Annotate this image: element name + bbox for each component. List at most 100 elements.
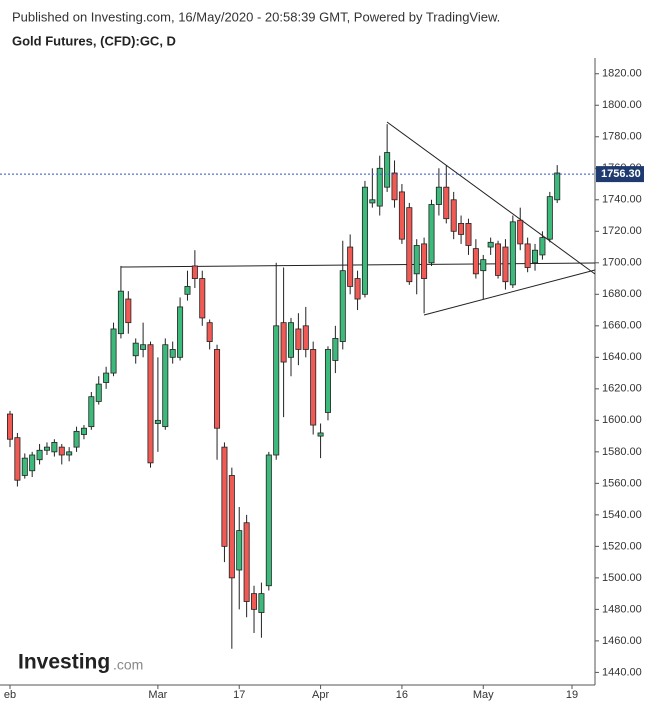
last-price-box [596, 166, 644, 183]
resistance-line [120, 262, 596, 268]
candle-body [147, 344, 154, 464]
candle-body [88, 396, 95, 428]
candle-body [339, 270, 346, 342]
candle-body [21, 457, 28, 476]
candle-body [214, 349, 221, 429]
candle-body [398, 191, 405, 240]
candle-body [73, 430, 80, 448]
candle-body [354, 278, 361, 300]
y-tick-label: 1820.00 [602, 68, 642, 80]
candle-body [487, 241, 494, 248]
candle-body [428, 204, 435, 264]
candle-body [43, 446, 50, 451]
candle-body [58, 446, 65, 456]
candle-body [140, 344, 147, 350]
last-price-label: 1756.30 [601, 168, 641, 180]
candle-body [539, 237, 546, 256]
y-tick-label: 1560.00 [602, 477, 642, 489]
y-tick-label: 1800.00 [602, 99, 642, 111]
candle-body [310, 349, 317, 426]
candle-body [228, 475, 235, 579]
candle-body [317, 432, 324, 437]
x-tick-label: May [473, 689, 494, 701]
candle-body [324, 349, 331, 413]
y-tick-label: 1780.00 [602, 131, 642, 143]
candle-body [169, 349, 176, 358]
candle-body [80, 427, 87, 435]
candle-body [509, 221, 516, 286]
candle-body [7, 413, 13, 440]
candle-body [391, 172, 398, 201]
candle-body [251, 593, 258, 610]
x-tick-label: 19 [566, 689, 578, 701]
candle-body [103, 372, 110, 383]
candle-body [236, 530, 243, 571]
candle-body [206, 322, 213, 342]
candle-body [66, 451, 73, 456]
candle-body [546, 196, 553, 240]
y-tick-label: 1660.00 [602, 320, 642, 332]
candle-body [110, 328, 117, 374]
candle-body [502, 246, 509, 283]
candle-body [480, 259, 487, 272]
candle-body [458, 223, 465, 235]
candle-body [191, 265, 198, 279]
published-note: Published on Investing.com, 16/May/2020 … [12, 9, 500, 24]
y-tick-label: 1600.00 [602, 414, 642, 426]
candle-body [287, 322, 294, 358]
chart-title: Gold Futures, (CFD):GC, D [12, 33, 176, 48]
trendlines [120, 121, 596, 316]
candle-body [495, 243, 502, 276]
candle-body [302, 325, 309, 350]
triangle-upper [386, 121, 596, 275]
candle-body [184, 286, 191, 295]
candle-body [406, 207, 413, 283]
candle-body [117, 290, 124, 335]
candle-body [273, 325, 280, 456]
candle-body [295, 328, 302, 350]
x-tick-label: 17 [233, 689, 245, 701]
y-tick-label: 1720.00 [602, 225, 642, 237]
candle-body [347, 246, 354, 287]
x-tick-label: eb [4, 689, 16, 701]
triangle-lower [423, 269, 596, 316]
candle-body [332, 338, 339, 361]
x-tick-label: Apr [312, 689, 329, 701]
candle-body [258, 593, 265, 613]
y-tick-label: 1520.00 [602, 540, 642, 552]
candle-body [413, 245, 420, 275]
candle-body [280, 322, 287, 363]
candle-body [517, 219, 524, 245]
candle-body [125, 298, 132, 324]
candle-body [524, 243, 531, 268]
candle-body [265, 454, 272, 587]
candle-body [221, 446, 228, 547]
candle-body [162, 344, 169, 428]
candle-body [243, 522, 250, 602]
y-tick-label: 1480.00 [602, 603, 642, 615]
y-tick-label: 1440.00 [602, 666, 642, 678]
candle-body [450, 199, 457, 232]
candle-body [51, 441, 58, 453]
y-tick-label: 1640.00 [602, 351, 642, 363]
candle-body [369, 199, 376, 204]
y-tick-label: 1740.00 [602, 194, 642, 206]
candle-body [29, 454, 36, 472]
candle-body [435, 186, 442, 205]
candle-body [532, 249, 539, 264]
candle-body [95, 383, 102, 402]
y-tick-label: 1540.00 [602, 509, 642, 521]
y-tick-label: 1500.00 [602, 572, 642, 584]
candle-body [421, 243, 428, 279]
candle-body [154, 419, 161, 424]
y-tick-label: 1460.00 [602, 635, 642, 647]
candle-body [465, 223, 472, 246]
y-tick-label: 1580.00 [602, 446, 642, 458]
y-tick-label: 1700.00 [602, 257, 642, 269]
candle-body [376, 167, 383, 207]
candle-body [472, 248, 479, 275]
y-tick-label: 1620.00 [602, 383, 642, 395]
candle-body [14, 437, 21, 481]
logo: Investing [18, 651, 110, 674]
